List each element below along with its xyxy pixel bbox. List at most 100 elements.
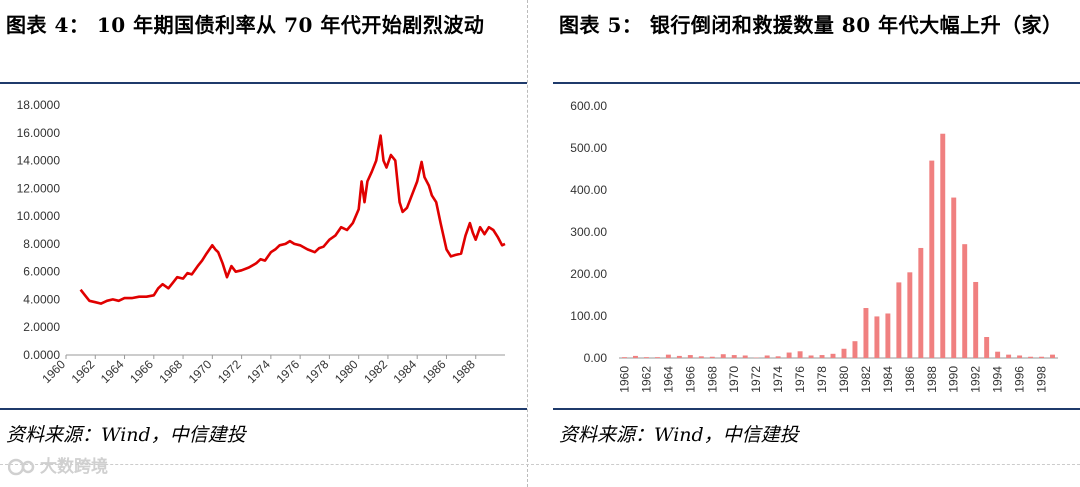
bar-1995 bbox=[1006, 355, 1011, 358]
x-tick-label: 1988 bbox=[449, 357, 478, 386]
x-tick-label: 1988 bbox=[925, 366, 939, 393]
x-tick-label: 1974 bbox=[771, 366, 785, 393]
y-tick-label: 2.0000 bbox=[23, 320, 60, 334]
x-tick-label: 1972 bbox=[215, 357, 244, 386]
bar-1990 bbox=[951, 198, 956, 358]
bar-1970 bbox=[732, 355, 737, 358]
bar-1971 bbox=[743, 355, 748, 358]
x-tick-label: 1986 bbox=[420, 357, 449, 386]
y-tick-label: 12.0000 bbox=[17, 181, 61, 195]
y-tick-label: 300.00 bbox=[570, 225, 607, 239]
bar-1975 bbox=[787, 353, 792, 358]
x-tick-label: 1982 bbox=[361, 357, 390, 386]
bar-1977 bbox=[809, 355, 814, 358]
x-tick-label: 1970 bbox=[186, 357, 215, 386]
bank-failures-bar-chart: 0.00 100.00 200.00 300.00 400.00 500.00 600.00… bbox=[553, 86, 1080, 411]
x-tick-label: 1972 bbox=[749, 366, 763, 393]
interest-rate-line-chart: 0.0000 2.0000 4.0000 6.0000 8.0000 10.0000 12.… bbox=[0, 86, 527, 411]
bar-1961 bbox=[633, 356, 638, 358]
x-tick-label: 1980 bbox=[837, 366, 851, 393]
bar-1962 bbox=[644, 357, 649, 358]
bar-1997 bbox=[1028, 357, 1033, 358]
x-tick-label: 1978 bbox=[815, 366, 829, 393]
bar-1960 bbox=[622, 357, 627, 358]
y-tick-label: 16.0000 bbox=[17, 126, 61, 140]
x-tick-label: 1974 bbox=[244, 357, 273, 386]
x-tick-label: 1984 bbox=[881, 366, 895, 393]
rate-series-line bbox=[81, 136, 505, 304]
x-tick-label: 1980 bbox=[332, 357, 361, 386]
x-tick-label: 1992 bbox=[969, 366, 983, 393]
y-tick-label: 4.0000 bbox=[23, 292, 60, 306]
figure-4-panel: 图表 4： 10 年期国债利率从 70 年代开始剧烈波动 0.0000 2.000… bbox=[0, 0, 527, 487]
y-tick-label: 8.0000 bbox=[23, 237, 60, 251]
bar-1999 bbox=[1050, 355, 1055, 358]
y-tick-label: 0.00 bbox=[584, 351, 608, 365]
figure-5-top-rule bbox=[553, 82, 1080, 84]
y-tick-label: 500.00 bbox=[570, 141, 607, 155]
y-tick-label: 14.0000 bbox=[17, 154, 61, 168]
x-tick-label: 1984 bbox=[391, 357, 420, 386]
bar-1989 bbox=[940, 134, 945, 358]
x-tick-label: 1986 bbox=[903, 366, 917, 393]
bar-1965 bbox=[677, 356, 682, 358]
x-tick-label: 1976 bbox=[273, 357, 302, 386]
x-tick-label: 1990 bbox=[947, 366, 961, 393]
x-tick-label: 1996 bbox=[1013, 366, 1027, 393]
bar-1967 bbox=[699, 356, 704, 358]
x-tick-label: 1968 bbox=[705, 366, 719, 393]
x-tick-label: 1962 bbox=[639, 366, 653, 393]
bar-1979 bbox=[831, 354, 836, 358]
y-tick-label: 10.0000 bbox=[17, 209, 61, 223]
x-tick-label: 1970 bbox=[727, 366, 741, 393]
bar-1973 bbox=[765, 355, 770, 358]
x-tick-label: 1998 bbox=[1035, 366, 1049, 393]
y-tick-label: 600.00 bbox=[570, 99, 607, 113]
x-tick-label: 1962 bbox=[69, 357, 98, 386]
watermark: 大数跨境 bbox=[8, 452, 108, 477]
bar-1964 bbox=[666, 355, 671, 358]
bar-1982 bbox=[863, 308, 868, 358]
bar-1996 bbox=[1017, 355, 1022, 358]
x-tick-label: 1976 bbox=[793, 366, 807, 393]
figure-4-source: 资料来源：Wind，中信建投 bbox=[6, 420, 246, 447]
figure-5-source: 资料来源：Wind，中信建投 bbox=[559, 420, 799, 447]
y-tick-label: 6.0000 bbox=[23, 265, 60, 279]
y-tick-label: 400.00 bbox=[570, 183, 607, 197]
bar-1991 bbox=[962, 244, 967, 358]
bar-1993 bbox=[984, 337, 989, 358]
y-tick-label: 200.00 bbox=[570, 267, 607, 281]
y-tick-label: 18.0000 bbox=[17, 98, 61, 112]
bar-1992 bbox=[973, 282, 978, 358]
x-tick-label: 1978 bbox=[303, 357, 332, 386]
bar-1998 bbox=[1039, 357, 1044, 358]
figure-5-panel: 图表 5： 银行倒闭和救援数量 80 年代大幅上升（家） 0.00 100.00 2… bbox=[553, 0, 1080, 487]
watermark-text: 大数跨境 bbox=[40, 457, 108, 477]
x-tick-label: 1960 bbox=[617, 366, 631, 393]
bar-1966 bbox=[688, 355, 693, 358]
bar-1984 bbox=[885, 313, 890, 358]
bar-1969 bbox=[721, 354, 726, 358]
x-tick-label: 1994 bbox=[991, 366, 1005, 393]
figure-4-title: 图表 4： 10 年期国债利率从 70 年代开始剧烈波动 bbox=[6, 6, 526, 44]
bar-1980 bbox=[842, 349, 847, 358]
y-tick-label: 100.00 bbox=[570, 309, 607, 323]
bar-1968 bbox=[710, 357, 715, 358]
bar-1978 bbox=[820, 355, 825, 358]
x-tick-label: 1964 bbox=[98, 357, 127, 386]
bar-1987 bbox=[918, 248, 923, 358]
bar-1985 bbox=[896, 282, 901, 358]
watermark-logo-icon bbox=[8, 457, 38, 477]
bar-1986 bbox=[907, 272, 912, 358]
figure-5-title: 图表 5： 银行倒闭和救援数量 80 年代大幅上升（家） bbox=[559, 6, 1079, 44]
figure-5-bottom-rule bbox=[553, 408, 1080, 410]
x-tick-label: 1964 bbox=[661, 366, 675, 393]
x-tick-label: 1968 bbox=[156, 357, 185, 386]
bar-1994 bbox=[995, 352, 1000, 358]
figure-4-top-rule bbox=[0, 82, 527, 84]
figure-4-bottom-rule bbox=[0, 408, 527, 410]
bar-1981 bbox=[852, 341, 857, 358]
x-tick-label: 1966 bbox=[683, 366, 697, 393]
bar-1976 bbox=[798, 351, 803, 358]
bar-1988 bbox=[929, 161, 934, 358]
